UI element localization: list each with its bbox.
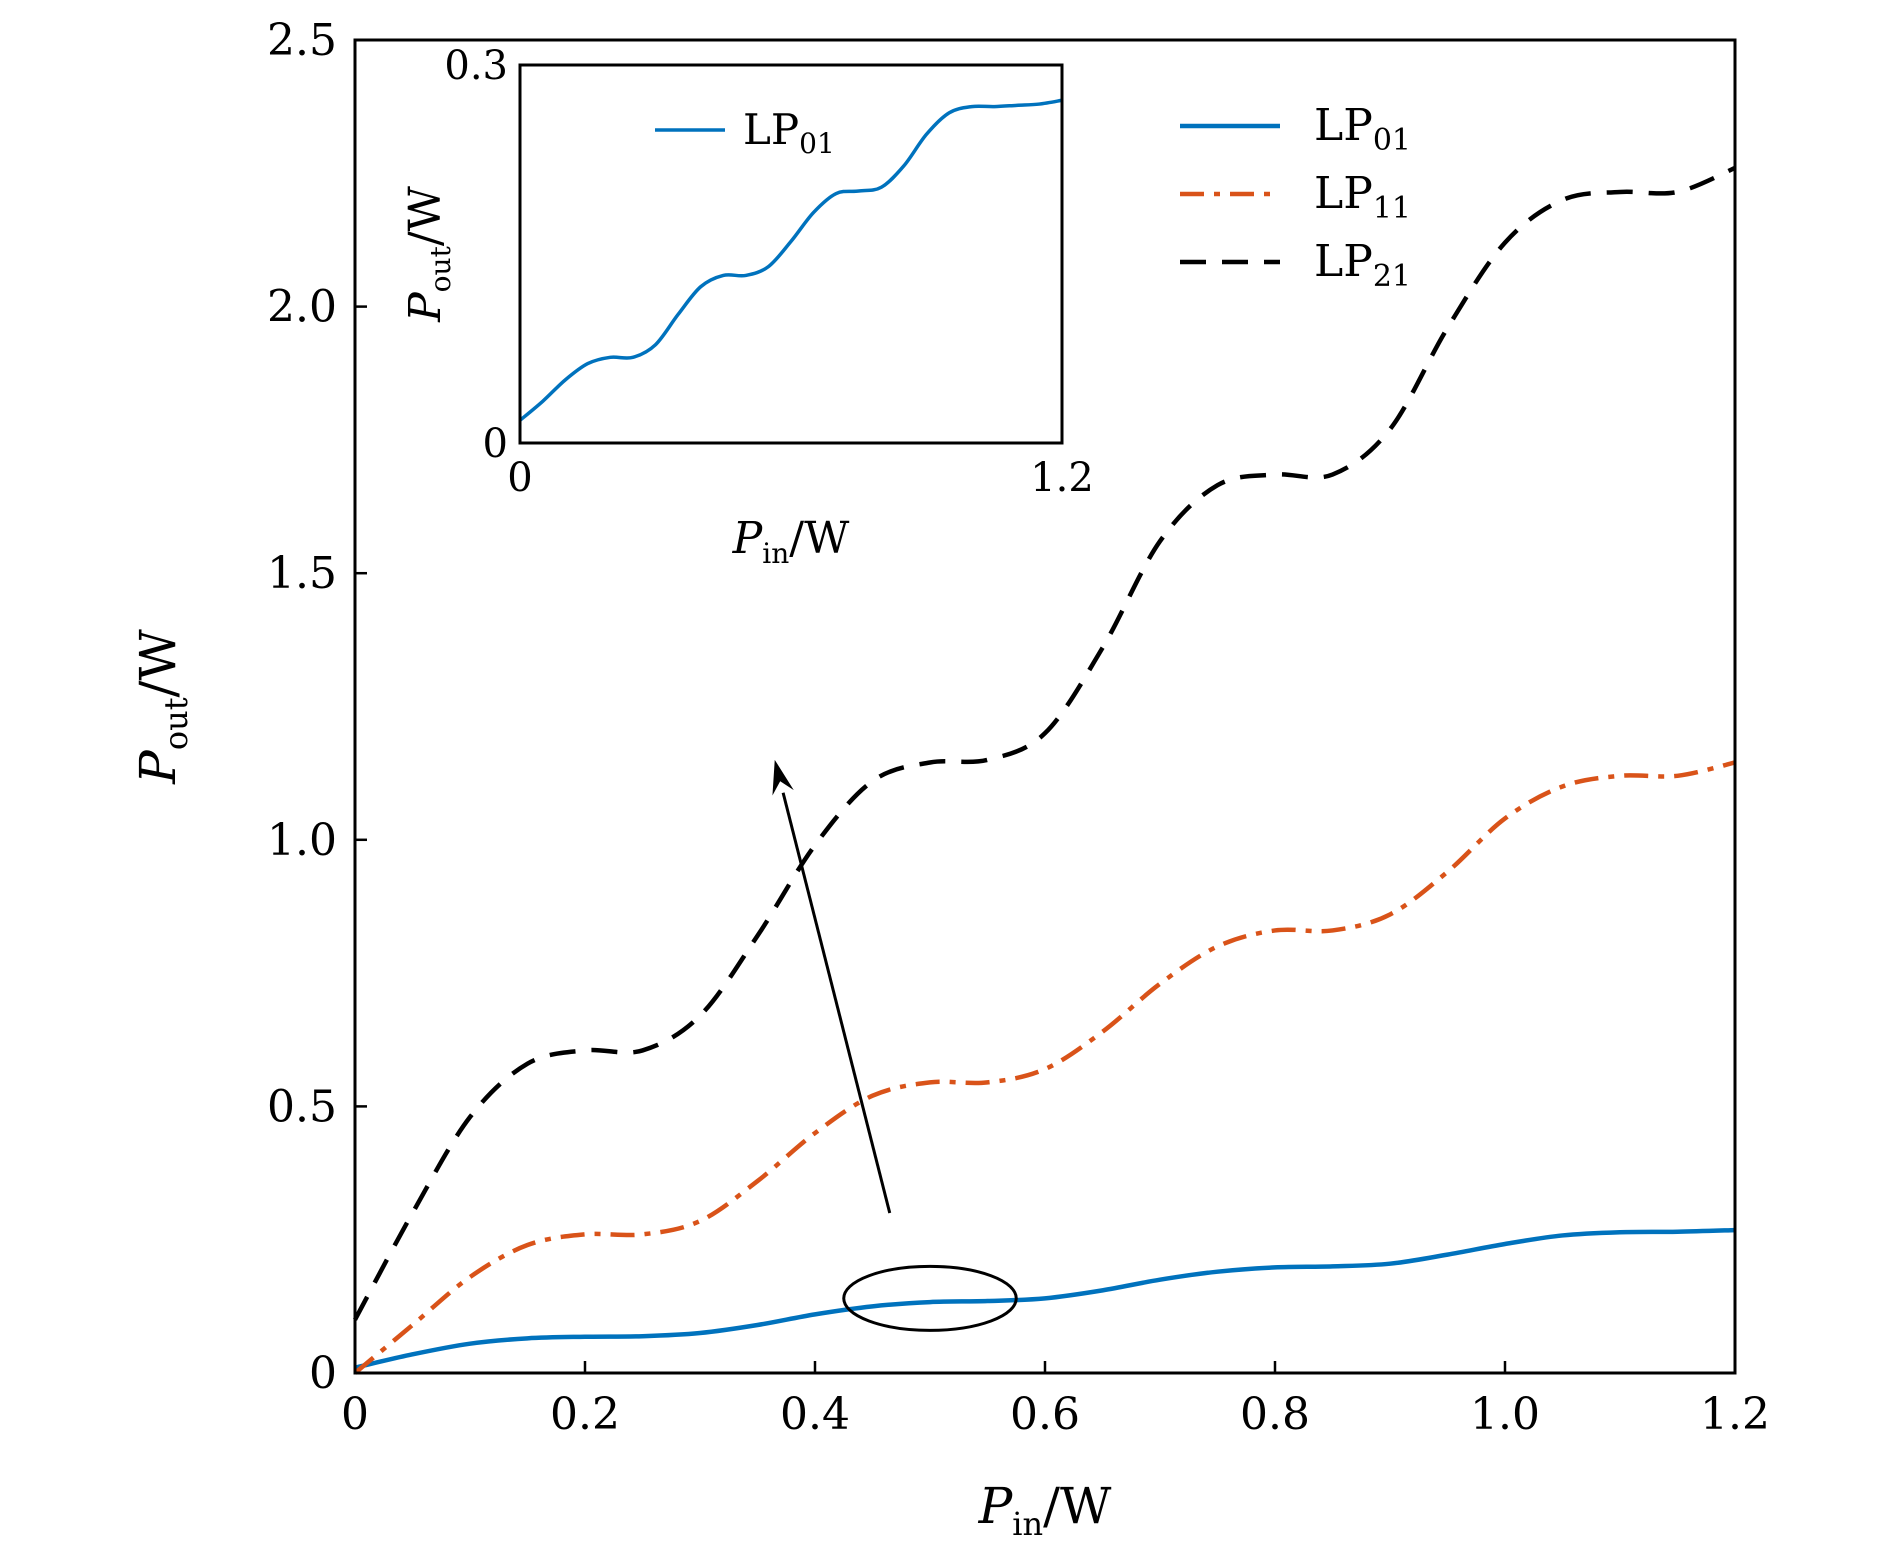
inset-legend: LP01 [655, 105, 835, 160]
main-y-axis-label: Pout/W [129, 629, 195, 785]
main-x-tick-label: 0.2 [550, 1389, 620, 1440]
trend-arrow-shaft [781, 792, 892, 1214]
main-annotations [772, 759, 1018, 1332]
legend-lp21-label: LP21 [1314, 236, 1411, 294]
series-lp21-line [353, 165, 1736, 1321]
legend-lp01-label: LP01 [1314, 100, 1411, 158]
main-tick-labels: 0 0.2 0.4 0.6 0.8 1.0 1.2 0 0.5 1.0 1.5 2.0 2.5 [267, 15, 1770, 1440]
series-lp01-line [518, 98, 1063, 422]
main-x-axis-label-subscript: in [1012, 1505, 1043, 1543]
main-x-axis-label-unit: /W [1043, 1477, 1112, 1535]
inset-background [520, 65, 1062, 443]
trend-arrow-head [772, 759, 794, 796]
inset-x-axis-label-unit: /W [789, 513, 850, 564]
main-x-tick-label: 1.0 [1470, 1389, 1540, 1440]
main-y-axis-label-symbol: P [129, 749, 187, 785]
inset-y-axis-label-subscript: out [424, 245, 457, 292]
main-x-axis-label: Pin/W [978, 1477, 1112, 1543]
inset-y-tick-label: 0.3 [444, 43, 508, 89]
main-y-tick-label: 2.5 [267, 15, 337, 66]
inset-tick-labels: 0 1.2 0 0.3 [444, 43, 1093, 501]
main-plot-frame [353, 38, 1737, 1375]
series-lp11-line [353, 760, 1736, 1375]
inset-x-axis-label-subscript: in [762, 537, 789, 570]
inset-chart: 0 1.2 0 0.3 Pin/W Pout/W LP01 [400, 43, 1094, 570]
inset-y-axis-label: Pout/W [400, 185, 457, 323]
legend-lp11-label: LP11 [1314, 168, 1411, 226]
main-y-tick-label: 0 [309, 1348, 337, 1399]
legend-lp01-label: LP01 [743, 105, 835, 160]
series-lp01-line [354, 1227, 1736, 1370]
inset-x-tick-label: 0 [507, 455, 532, 501]
inset-y-axis-label-unit: /W [400, 185, 451, 246]
main-y-axis-label-subscript: out [157, 697, 195, 750]
main-x-tick-label: 0.6 [1010, 1389, 1080, 1440]
inset-plot-frame [518, 63, 1064, 445]
main-y-tick-label: 1.0 [267, 815, 337, 866]
main-legend: LP01 LP11 LP21 [1180, 100, 1411, 294]
main-y-tick-label: 2.0 [267, 282, 337, 333]
main-x-tick-label: 0.8 [1240, 1389, 1310, 1440]
inset-series [518, 98, 1063, 422]
inset-y-tick-label: 0 [483, 421, 508, 467]
inset-x-axis-label: Pin/W [732, 513, 850, 570]
main-x-tick-label: 1.2 [1700, 1389, 1770, 1440]
inset-y-axis-label-symbol: P [400, 291, 451, 323]
main-y-tick-label: 0.5 [267, 1081, 337, 1132]
inset-x-axis-label-symbol: P [732, 513, 764, 564]
main-x-axis-label-symbol: P [978, 1477, 1014, 1535]
main-chart: 0 0.2 0.4 0.6 0.8 1.0 1.200.51.01.52.02.5 Pin/… [129, 15, 1770, 1543]
main-y-axis-label-unit: /W [129, 629, 187, 698]
main-y-tick-label: 1.5 [267, 548, 337, 599]
inset-x-tick-label: 1.2 [1030, 455, 1094, 501]
main-x-tick-label: 0 [341, 1389, 369, 1440]
main-x-tick-label: 0.4 [780, 1389, 850, 1440]
highlight-ellipse [842, 1264, 1018, 1332]
main-series [353, 165, 1736, 1375]
